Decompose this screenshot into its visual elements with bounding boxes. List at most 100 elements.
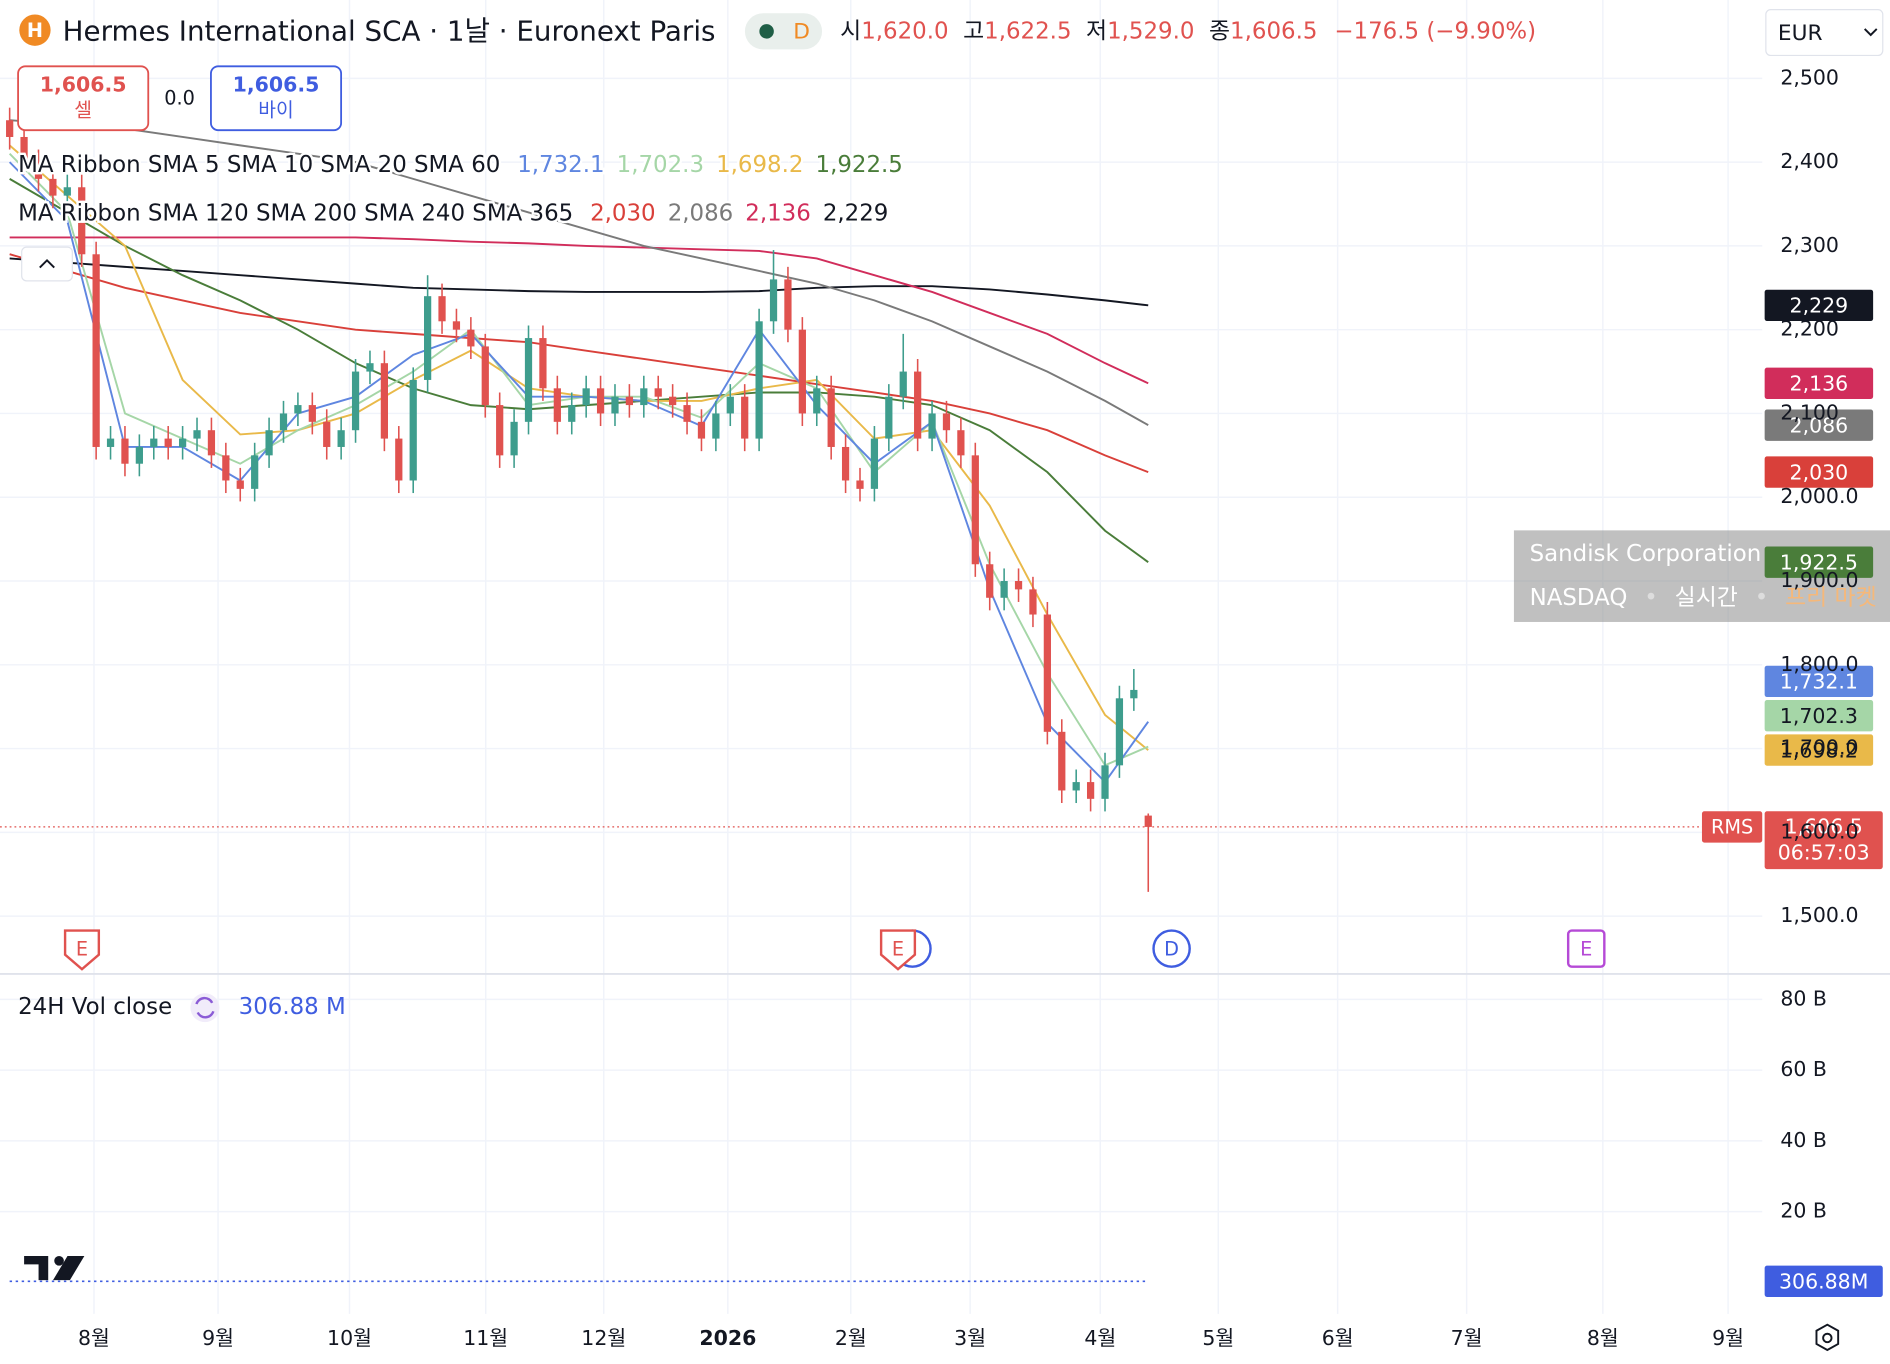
earnings-event[interactable] xyxy=(1566,929,1606,968)
ohlc-line: 시1,620.0 고1,622.5 저1,529.0 종1,606.5 −176… xyxy=(840,18,1536,44)
legend-series-name: SMA 10 xyxy=(227,152,313,178)
candle-body xyxy=(20,136,28,163)
buy-price: 1,606.5 xyxy=(233,73,320,97)
dividend-event[interactable] xyxy=(1152,929,1191,968)
price-tag-label: RMS xyxy=(1711,816,1753,839)
candle-body xyxy=(351,371,360,431)
candle-body xyxy=(380,363,389,439)
tv-logo[interactable] xyxy=(24,1255,85,1281)
settings-button[interactable] xyxy=(1815,1323,1840,1352)
candle-body xyxy=(323,421,331,447)
x-tick-label: 2026 xyxy=(699,1326,756,1350)
interval-badge: D xyxy=(793,20,810,45)
volume-title: 24H Vol close xyxy=(18,994,172,1020)
x-tick-label: 4월 xyxy=(1084,1326,1116,1350)
x-tick-label: 7월 xyxy=(1451,1326,1483,1350)
candle-body xyxy=(654,388,662,397)
y-tick-label: 60 B xyxy=(1780,1057,1827,1081)
ohlc-label: 시 xyxy=(840,18,861,44)
axis-badge xyxy=(1764,1265,1883,1297)
overlay-session: 프리 마켓 xyxy=(1785,584,1877,610)
countdown: 06:57:03 xyxy=(1778,840,1870,864)
earnings-event[interactable] xyxy=(63,929,101,971)
refresh-icon xyxy=(195,996,215,1019)
symbol-title[interactable]: Hermes International SCA · 1날 · Euronext… xyxy=(63,15,716,48)
candle-body xyxy=(914,371,922,439)
axis-badge-label: 1,702.3 xyxy=(1780,704,1858,728)
overlay-status: 실시간 xyxy=(1675,584,1738,610)
overlay-name: Sandisk Corporation xyxy=(1530,541,1762,567)
candle-body xyxy=(1014,581,1023,590)
axis-badge xyxy=(1764,546,1874,578)
y-tick-label: 80 B xyxy=(1780,986,1827,1010)
candle-body xyxy=(308,405,316,422)
x-tick-label: 9월 xyxy=(202,1326,234,1350)
x-tick-label: 8월 xyxy=(78,1326,110,1350)
legend-value: 1,702.3 xyxy=(617,152,704,178)
status-pill[interactable] xyxy=(744,13,823,50)
gear-center xyxy=(1822,1332,1833,1344)
legend-series-name: SMA 200 xyxy=(256,200,357,226)
axis-badge xyxy=(1764,456,1874,488)
candle-body xyxy=(265,430,273,456)
spread: 0.0 xyxy=(164,86,195,109)
candle-body xyxy=(568,405,576,422)
candle-body xyxy=(986,564,994,598)
candle-body xyxy=(856,480,864,489)
candle-body xyxy=(222,455,230,481)
candle-body xyxy=(957,430,965,456)
candle-body xyxy=(899,371,907,397)
x-tick-label: 11월 xyxy=(463,1326,508,1350)
legend-series-name: SMA 5 xyxy=(148,152,220,178)
overlay-meta: NASDAQ • 실시간 • 프리 마켓 xyxy=(1530,584,1877,610)
axis-badge-label: 2,030 xyxy=(1790,460,1849,484)
sell-button[interactable] xyxy=(17,65,150,132)
axis-badge xyxy=(1764,734,1874,766)
axis-badge xyxy=(1764,367,1874,399)
axis-badge xyxy=(1764,289,1874,322)
price-badge-label: 1,606.5 xyxy=(1785,815,1863,839)
legend-value: 2,086 xyxy=(668,200,734,226)
event-label: E xyxy=(76,937,88,960)
candle-body xyxy=(510,421,518,456)
candle-body xyxy=(1101,765,1109,799)
candle-body xyxy=(63,187,71,196)
ma-line xyxy=(9,119,1149,426)
volume-value: 306.88 M xyxy=(239,994,346,1020)
x-tick-label: 12월 xyxy=(581,1326,626,1350)
candle-body xyxy=(870,438,879,489)
indicator-legend[interactable]: MA Ribbon SMA 120 SMA 200 SMA 240 SMA 365 2,0… xyxy=(16,197,891,228)
candle-body xyxy=(1115,698,1124,766)
ma-line xyxy=(9,257,1149,307)
candle-body xyxy=(769,279,778,322)
candle-body xyxy=(726,396,734,414)
currency-select[interactable] xyxy=(1765,9,1884,57)
change: −176.5 (−9.90%) xyxy=(1334,18,1536,44)
collapse-button[interactable] xyxy=(21,246,73,282)
market-status-dot xyxy=(759,24,774,39)
dot-sep: • xyxy=(1755,584,1769,610)
legend-series-name: SMA 120 xyxy=(148,200,249,226)
ohlc-label: 저 xyxy=(1086,18,1107,44)
legend-value: 2,136 xyxy=(745,200,811,226)
candle-body xyxy=(582,388,590,406)
y-tick-label: 40 B xyxy=(1780,1128,1827,1152)
y-tick-label: 2,100 xyxy=(1780,400,1839,424)
buy-button[interactable] xyxy=(210,65,343,132)
candle-body xyxy=(971,455,979,565)
ohlc-value: 1,620.0 xyxy=(861,18,948,44)
indicator-legend[interactable]: MA Ribbon SMA 5 SMA 10 SMA 20 SMA 60 1,732.1 1… xyxy=(16,149,906,180)
buy-label: 바이 xyxy=(258,98,293,121)
candle-body xyxy=(683,405,691,422)
earnings-event[interactable] xyxy=(879,929,917,971)
y-tick-label: 1,700.0 xyxy=(1780,736,1858,760)
sell-label: 셀 xyxy=(74,98,92,121)
legend-value: 2,030 xyxy=(590,200,656,226)
candle-body xyxy=(611,396,619,414)
x-tick-label: 8월 xyxy=(1587,1326,1619,1350)
x-tick-label: 10월 xyxy=(327,1326,372,1350)
candle-body xyxy=(207,430,216,456)
legend-value: 1,732.1 xyxy=(517,152,604,178)
